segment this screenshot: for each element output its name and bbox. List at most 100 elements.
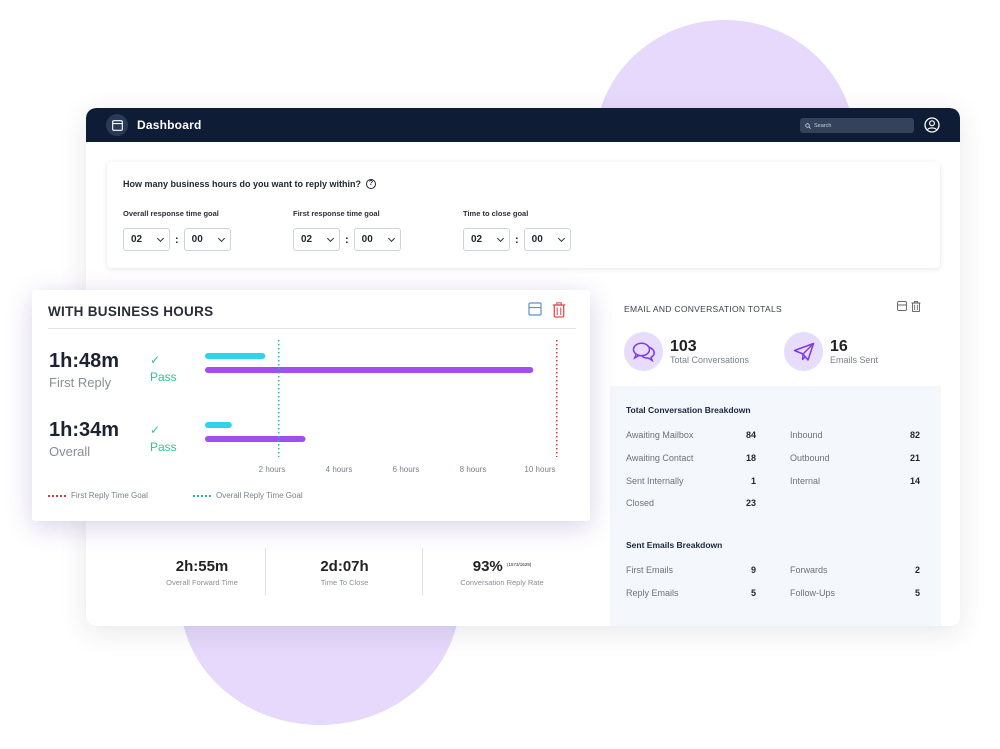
breakdown-row: Internal 14	[790, 476, 920, 486]
goal-label: First response time goal	[293, 209, 380, 218]
reply-time-chart: 2 hours 4 hours 6 hours 8 hours 10 hours	[205, 340, 558, 474]
card-divider	[48, 328, 576, 329]
trash-icon[interactable]	[552, 302, 566, 318]
chevron-down-icon	[156, 234, 165, 242]
dashboard-menu-button[interactable]	[106, 114, 128, 136]
breakdown-row: Closed 23	[626, 498, 756, 508]
totals-header: EMAIL AND CONVERSATION TOTALS 103 Total …	[610, 290, 941, 386]
layout-icon[interactable]	[897, 301, 907, 311]
sent-row: First Emails 9	[626, 565, 756, 575]
stat-forward-time: 2h:55m Overall Forward Time	[142, 558, 262, 587]
legend-overall-goal: Overall Reply Time Goal	[193, 491, 303, 500]
conversations-icon-circle	[624, 332, 663, 371]
check-icon: ✓	[150, 423, 161, 437]
stat-label: Time To Close	[320, 578, 369, 587]
emails-label: Emails Sent	[830, 355, 879, 365]
chevron-down-icon	[557, 234, 565, 242]
breakdown-row: Outbound 21	[790, 453, 920, 463]
stat-time-to-close: 2d:07h Time To Close	[287, 558, 402, 587]
divider	[265, 548, 266, 596]
overall-metric: 1h:34m Overall	[49, 419, 119, 459]
x-tick-label: 6 hours	[393, 465, 420, 474]
first-reply-status: ✓ Pass	[150, 353, 177, 384]
minutes-select[interactable]: 00	[523, 228, 571, 251]
search-icon	[805, 122, 811, 129]
chevron-down-icon	[387, 234, 395, 242]
first-reply-label: First Reply	[49, 375, 112, 390]
breakdown-row: Awaiting Mailbox 84	[626, 430, 756, 440]
bar-overall-cyan	[205, 422, 232, 428]
hours-value: 02	[301, 234, 313, 245]
chat-bubbles-icon	[632, 342, 655, 362]
sent-row: Follow-Ups 5	[790, 588, 920, 598]
page-title: Dashboard	[137, 118, 202, 132]
check-icon: ✓	[150, 353, 161, 367]
legend-label: Overall Reply Time Goal	[216, 491, 303, 500]
bar-first-reply-cyan	[205, 353, 266, 359]
reply-goals-card: How many business hours do you want to r…	[107, 162, 940, 268]
kpi-emails-sent: 16 Emails Sent	[784, 332, 878, 371]
business-hours-card: WITH BUSINESS HOURS 1h:48m First Reply ✓…	[32, 290, 590, 521]
hours-value: 02	[131, 234, 143, 245]
hours-select[interactable]: 02	[463, 228, 510, 251]
top-bar: Dashboard	[86, 108, 960, 142]
minutes-value: 00	[191, 234, 203, 245]
goals-question-text: How many business hours do you want to r…	[123, 179, 362, 189]
sent-emails-title: Sent Emails Breakdown	[626, 540, 723, 550]
user-account-button[interactable]	[924, 117, 940, 133]
paper-plane-icon	[793, 342, 814, 361]
legend-swatch	[48, 494, 66, 497]
first-reply-value: 1h:48m	[49, 350, 120, 372]
stat-reply-rate: 93% (1573/1629) Conversation Reply Rate	[442, 558, 562, 587]
time-to-close-goal: Time to close goal 02 : 00	[463, 209, 571, 251]
status-text: Pass	[150, 440, 177, 454]
sent-row: Reply Emails 5	[626, 588, 756, 598]
goals-question: How many business hours do you want to r…	[123, 179, 377, 189]
divider	[422, 548, 423, 596]
conversations-count: 103	[670, 338, 697, 355]
overall-value: 1h:34m	[49, 419, 120, 441]
stat-value: 2d:07h	[320, 558, 369, 575]
status-text: Pass	[150, 370, 177, 384]
chevron-down-icon	[496, 234, 505, 242]
overall-response-goal: Overall response time goal 02 : 00	[123, 209, 231, 251]
totals-title: EMAIL AND CONVERSATION TOTALS	[624, 304, 782, 314]
breakdown-row: Sent Internally 1	[626, 476, 756, 486]
search-input[interactable]	[814, 122, 910, 129]
minutes-select[interactable]: 00	[353, 228, 401, 251]
layout-icon	[111, 119, 123, 131]
bar-first-reply-purple	[205, 367, 534, 373]
chevron-down-icon	[326, 234, 335, 242]
x-tick-label: 4 hours	[326, 465, 353, 474]
breakdown-row: Inbound 82	[790, 430, 920, 440]
card-actions	[528, 302, 566, 318]
hours-value: 02	[471, 234, 483, 245]
hours-select[interactable]: 02	[123, 228, 170, 251]
first-reply-metric: 1h:48m First Reply	[49, 350, 119, 390]
goal-label: Overall response time goal	[123, 209, 219, 218]
summary-stats: 2h:55m Overall Forward Time 2d:07h Time …	[107, 548, 587, 603]
totals-actions	[897, 301, 921, 312]
goal-label: Time to close goal	[463, 209, 529, 218]
hours-select[interactable]: 02	[293, 228, 340, 251]
search-box[interactable]	[800, 118, 914, 133]
x-tick-label: 2 hours	[259, 465, 286, 474]
first-response-goal: First response time goal 02 : 00	[293, 209, 401, 251]
help-icon[interactable]: ?	[366, 179, 377, 189]
chevron-down-icon	[217, 234, 225, 242]
stat-label: Conversation Reply Rate	[460, 578, 544, 587]
stat-value: 2h:55m	[175, 558, 229, 575]
trash-icon[interactable]	[911, 301, 921, 312]
x-tick-label: 10 hours	[524, 465, 555, 474]
overall-status: ✓ Pass	[150, 423, 177, 454]
stat-value: 93% (1573/1629)	[472, 558, 532, 575]
breakdown-row: Awaiting Contact 18	[626, 453, 756, 463]
emails-icon-circle	[784, 332, 823, 371]
layout-icon[interactable]	[528, 302, 542, 316]
stat-fraction: (1573/1629)	[506, 562, 532, 567]
sent-row: Forwards 2	[790, 565, 920, 575]
conversation-breakdown-title: Total Conversation Breakdown	[626, 405, 751, 415]
minutes-select[interactable]: 00	[183, 228, 231, 251]
x-tick-label: 8 hours	[460, 465, 487, 474]
user-icon	[924, 117, 940, 133]
